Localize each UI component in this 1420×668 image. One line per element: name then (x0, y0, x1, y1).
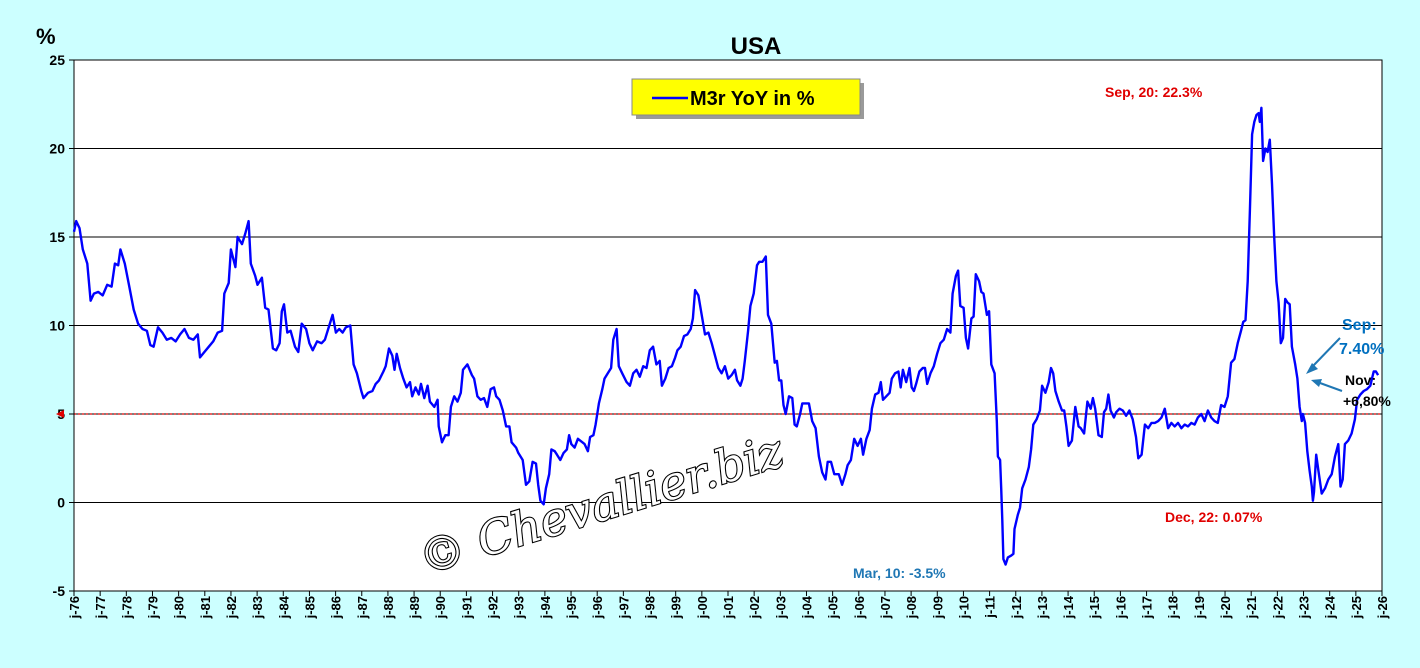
plot-frame (73, 59, 1383, 592)
x-tick-label: j-20 (1218, 596, 1233, 619)
y-tick-label: 25 (49, 52, 65, 68)
x-tick-label: j-92 (486, 596, 501, 619)
x-tick-label: j-05 (826, 596, 841, 619)
annotation-nov-value: +6,80% (1343, 393, 1391, 409)
x-tick-label: j-11 (983, 596, 998, 619)
annotation-low: Dec, 22: 0.07% (1165, 509, 1263, 525)
x-tick-label: j-88 (381, 596, 396, 619)
x-tick-label: j-00 (695, 596, 710, 619)
x-tick-label: j-93 (512, 596, 527, 619)
x-tick-label: j-04 (799, 595, 814, 619)
legend-label: M3r YoY in % (690, 88, 815, 110)
x-tick-label: j-90 (433, 596, 448, 619)
arrow-nov (1311, 379, 1343, 392)
x-tick-label: j-79 (145, 596, 160, 619)
x-tick-label: j-84 (276, 595, 291, 619)
x-tick-label: j-08 (904, 596, 919, 619)
x-tick-label: j-21 (1244, 596, 1259, 619)
x-tick-label: j-01 (721, 596, 736, 619)
x-tick-label: j-02 (747, 596, 762, 619)
x-tick-label: j-80 (172, 596, 187, 619)
x-tick-label: j-26 (1375, 596, 1390, 619)
y-tick-label: 0 (57, 495, 65, 511)
x-tick-label: j-96 (590, 596, 605, 619)
x-tick-label: j-97 (616, 596, 631, 619)
x-tick-label: j-86 (329, 596, 344, 619)
y-unit-label: % (36, 24, 56, 49)
x-tick-label: j-91 (459, 596, 474, 619)
y-tick-label: 15 (49, 229, 65, 245)
reference-marker (56, 410, 64, 418)
x-tick-label: j-13 (1035, 596, 1050, 619)
x-tick-label: j-17 (1140, 596, 1155, 619)
x-tick-label: j-82 (224, 596, 239, 619)
x-tick-label: j-07 (878, 596, 893, 619)
x-tick-label: j-76 (67, 596, 82, 619)
y-tick-label: 20 (49, 141, 65, 157)
annotation-sep-month: Sep: (1342, 317, 1377, 334)
y-tick-label: 10 (49, 318, 65, 334)
arrow-sep (1306, 337, 1341, 374)
x-tick-label: j-06 (852, 596, 867, 619)
x-tick-label: j-99 (669, 596, 684, 619)
x-tick-label: j-24 (1323, 595, 1338, 619)
series-line-m3r (72, 106, 1380, 566)
y-tick-label: -5 (53, 583, 66, 599)
chart-title: USA (731, 33, 782, 60)
x-tick-label: j-12 (1009, 596, 1024, 619)
x-tick-label: j-77 (93, 596, 108, 619)
x-tick-label: j-22 (1270, 596, 1285, 619)
annotation-nov-month: Nov: (1345, 372, 1376, 388)
x-tick-label: j-03 (773, 596, 788, 619)
x-tick-label: j-89 (407, 596, 422, 619)
x-tick-label: j-98 (643, 596, 658, 619)
x-tick-labels: j-76 j-77 j-78 j-79 j-80 j-81 j-82 j-83 j-84 j-85… (67, 591, 1390, 619)
x-tick-label: j-15 (1087, 596, 1102, 619)
x-tick-label: j-94 (538, 595, 553, 619)
annotation-sep-value: 7.40% (1339, 341, 1384, 358)
legend: M3r YoY in % (631, 78, 864, 119)
x-tick-label: j-87 (355, 596, 370, 619)
x-tick-label: j-18 (1166, 596, 1181, 619)
annotation-peak: Sep, 20: 22.3% (1105, 84, 1203, 100)
x-tick-label: j-83 (250, 596, 265, 619)
x-tick-label: j-19 (1192, 596, 1207, 619)
x-tick-label: j-78 (119, 596, 134, 619)
annotation-trough: Mar, 10: -3.5% (853, 565, 946, 581)
x-tick-label: j-25 (1349, 596, 1364, 619)
y-tick-labels: -50510152025 (49, 52, 65, 599)
x-tick-label: j-95 (564, 596, 579, 619)
x-tick-label: j-16 (1113, 596, 1128, 619)
x-tick-label: j-14 (1061, 595, 1076, 619)
x-tick-label: j-09 (930, 596, 945, 619)
x-tick-label: j-23 (1297, 596, 1312, 619)
x-tick-label: j-81 (198, 596, 213, 619)
x-tick-label: j-10 (956, 596, 971, 619)
x-tick-label: j-85 (302, 596, 317, 619)
